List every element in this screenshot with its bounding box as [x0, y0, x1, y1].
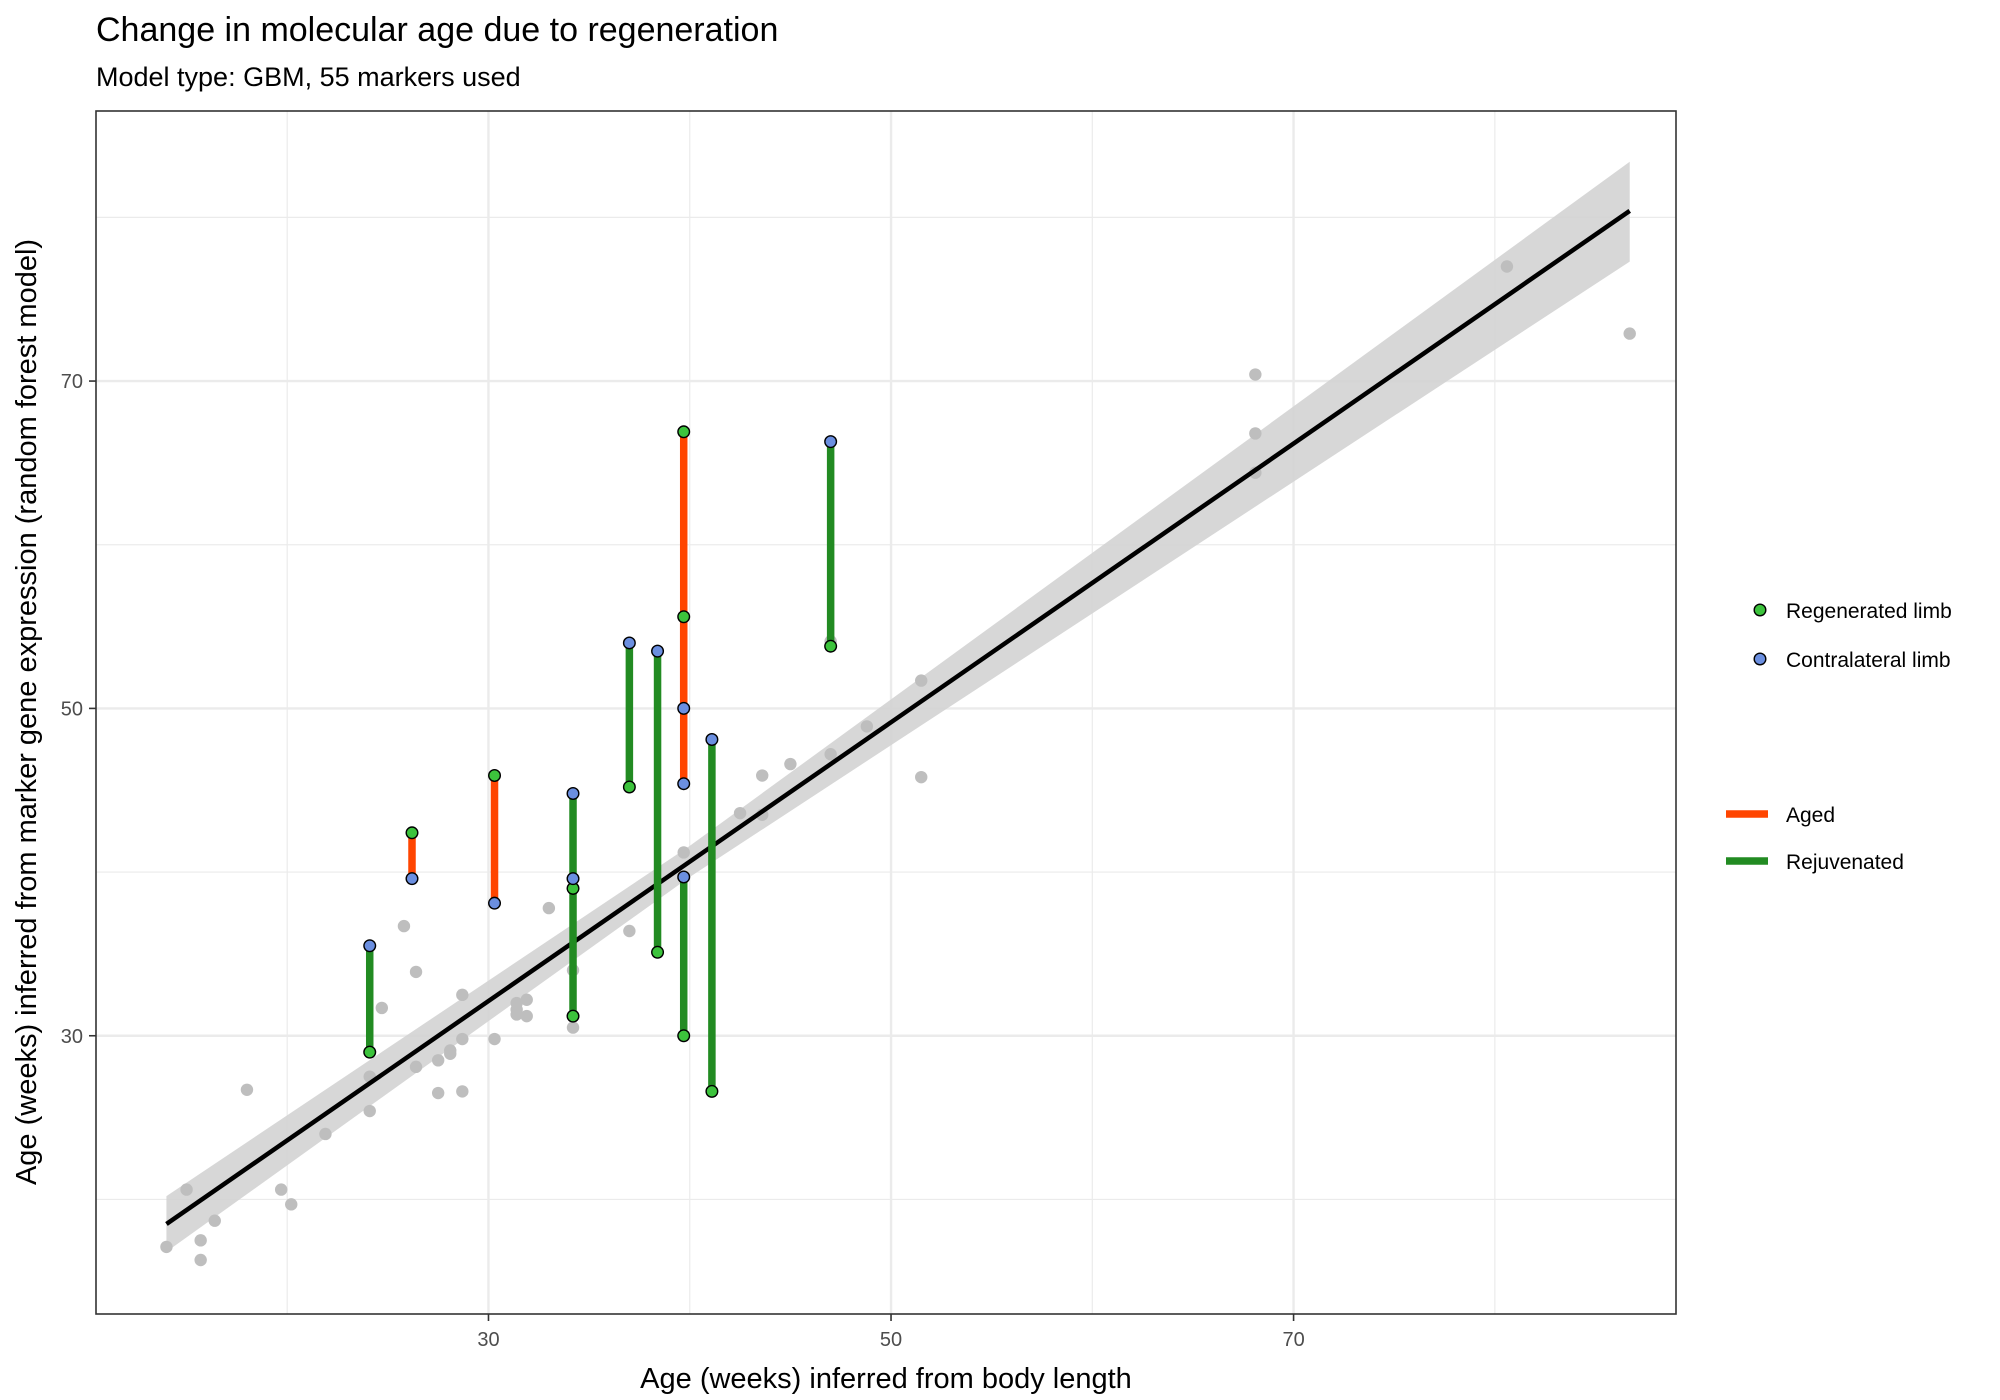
background-point: [733, 806, 747, 820]
contralateral-limb-point: [566, 872, 580, 886]
background-point: [860, 720, 874, 733]
background-point: [431, 1086, 445, 1100]
regenerated-limb-point: [651, 945, 665, 959]
contralateral-limb-point: [677, 870, 691, 884]
legend-regenerated-key: [1753, 603, 1767, 617]
background-point: [274, 1183, 288, 1196]
background-point: [409, 1060, 423, 1074]
change-segments: [365, 431, 835, 1092]
background-point: [784, 757, 797, 771]
background-point: [566, 1021, 580, 1034]
contralateral-limb-point: [677, 777, 691, 791]
legend-contralateral-label: Contralateral limb: [1786, 649, 1951, 672]
background-point: [915, 770, 928, 784]
background-point: [240, 1083, 254, 1096]
chart-subtitle: Model type: GBM, 55 markers used: [96, 62, 521, 92]
background-point: [1249, 427, 1262, 440]
confidence-ribbon-layer: [166, 161, 1630, 1252]
background-point: [431, 1054, 445, 1067]
contralateral-limb-point: [566, 787, 580, 801]
y-tick-label: 50: [61, 698, 83, 720]
background-point: [1623, 327, 1636, 340]
y-axis-ticks: 30 50 70: [61, 371, 96, 1048]
plot-panel-border: [95, 110, 1677, 1315]
background-point: [824, 748, 837, 761]
regenerated-limb-point: [405, 826, 419, 840]
background-point: [363, 1104, 376, 1118]
regenerated-limb-point: [705, 1084, 719, 1098]
contralateral-limb-point: [651, 644, 665, 658]
background-point: [520, 1009, 533, 1023]
regenerated-limb-point: [677, 1029, 691, 1043]
background-point: [756, 769, 769, 782]
background-point: [194, 1234, 207, 1247]
confidence-ribbon: [166, 161, 1630, 1252]
background-point: [520, 993, 533, 1006]
contralateral-limb-point: [622, 636, 636, 650]
background-point: [510, 996, 523, 1010]
chart-title: Change in molecular age due to regenerat…: [96, 11, 778, 49]
limb-points: [363, 425, 838, 1098]
background-point: [456, 1085, 469, 1098]
background-point: [488, 1032, 501, 1046]
fit-line: [165, 208, 1631, 1226]
background-point: [1249, 368, 1262, 381]
background-point: [208, 1214, 221, 1227]
fit-line-layer: [165, 208, 1631, 1226]
y-tick-label: 30: [61, 1026, 83, 1048]
contralateral-limb-point: [705, 733, 719, 747]
contralateral-limb-point: [677, 701, 691, 715]
x-axis-title: Age (weeks) inferred from body length: [640, 1363, 1132, 1395]
x-axis-ticks: 30 50 70: [477, 1314, 1305, 1351]
legend: Regenerated limb Contralateral limb Aged Re…: [1726, 600, 1952, 874]
legend-contralateral-key: [1753, 652, 1767, 666]
regenerated-limb-point: [622, 780, 636, 794]
regenerated-limb-point: [363, 1045, 377, 1059]
x-tick-label: 30: [477, 1329, 499, 1351]
background-point: [542, 901, 556, 915]
background-point: [456, 1032, 469, 1046]
background-point: [456, 988, 469, 1002]
legend-rejuvenated-label: Rejuvenated: [1786, 851, 1904, 874]
background-point: [375, 1001, 389, 1015]
background-point: [677, 846, 690, 859]
background-point: [397, 919, 411, 933]
background-point: [319, 1127, 332, 1141]
background-points: [160, 260, 1636, 1267]
x-tick-label: 50: [880, 1329, 902, 1351]
contralateral-limb-point: [363, 939, 377, 953]
regenerated-limb-point: [488, 769, 502, 783]
contralateral-limb-point: [824, 435, 838, 449]
background-point: [623, 924, 636, 938]
contralateral-limb-point: [488, 896, 502, 910]
contralateral-limb-point: [405, 872, 419, 886]
background-point: [915, 674, 928, 687]
y-axis-title: Age (weeks) inferred from marker gene ex…: [11, 239, 43, 1185]
regenerated-limb-point: [824, 639, 838, 653]
background-point: [194, 1253, 207, 1267]
background-point: [1500, 260, 1514, 273]
background-point: [444, 1047, 457, 1060]
background-point: [409, 965, 423, 979]
background-point: [160, 1240, 173, 1254]
x-tick-label: 70: [1282, 1329, 1304, 1351]
legend-aged-label: Aged: [1786, 804, 1835, 827]
regenerated-limb-point: [677, 610, 691, 624]
regenerated-limb-point: [566, 1009, 580, 1023]
legend-regenerated-label: Regenerated limb: [1786, 600, 1952, 623]
background-point: [180, 1183, 193, 1196]
regenerated-limb-point: [677, 425, 691, 439]
y-tick-label: 70: [61, 371, 83, 393]
background-point: [285, 1198, 298, 1211]
